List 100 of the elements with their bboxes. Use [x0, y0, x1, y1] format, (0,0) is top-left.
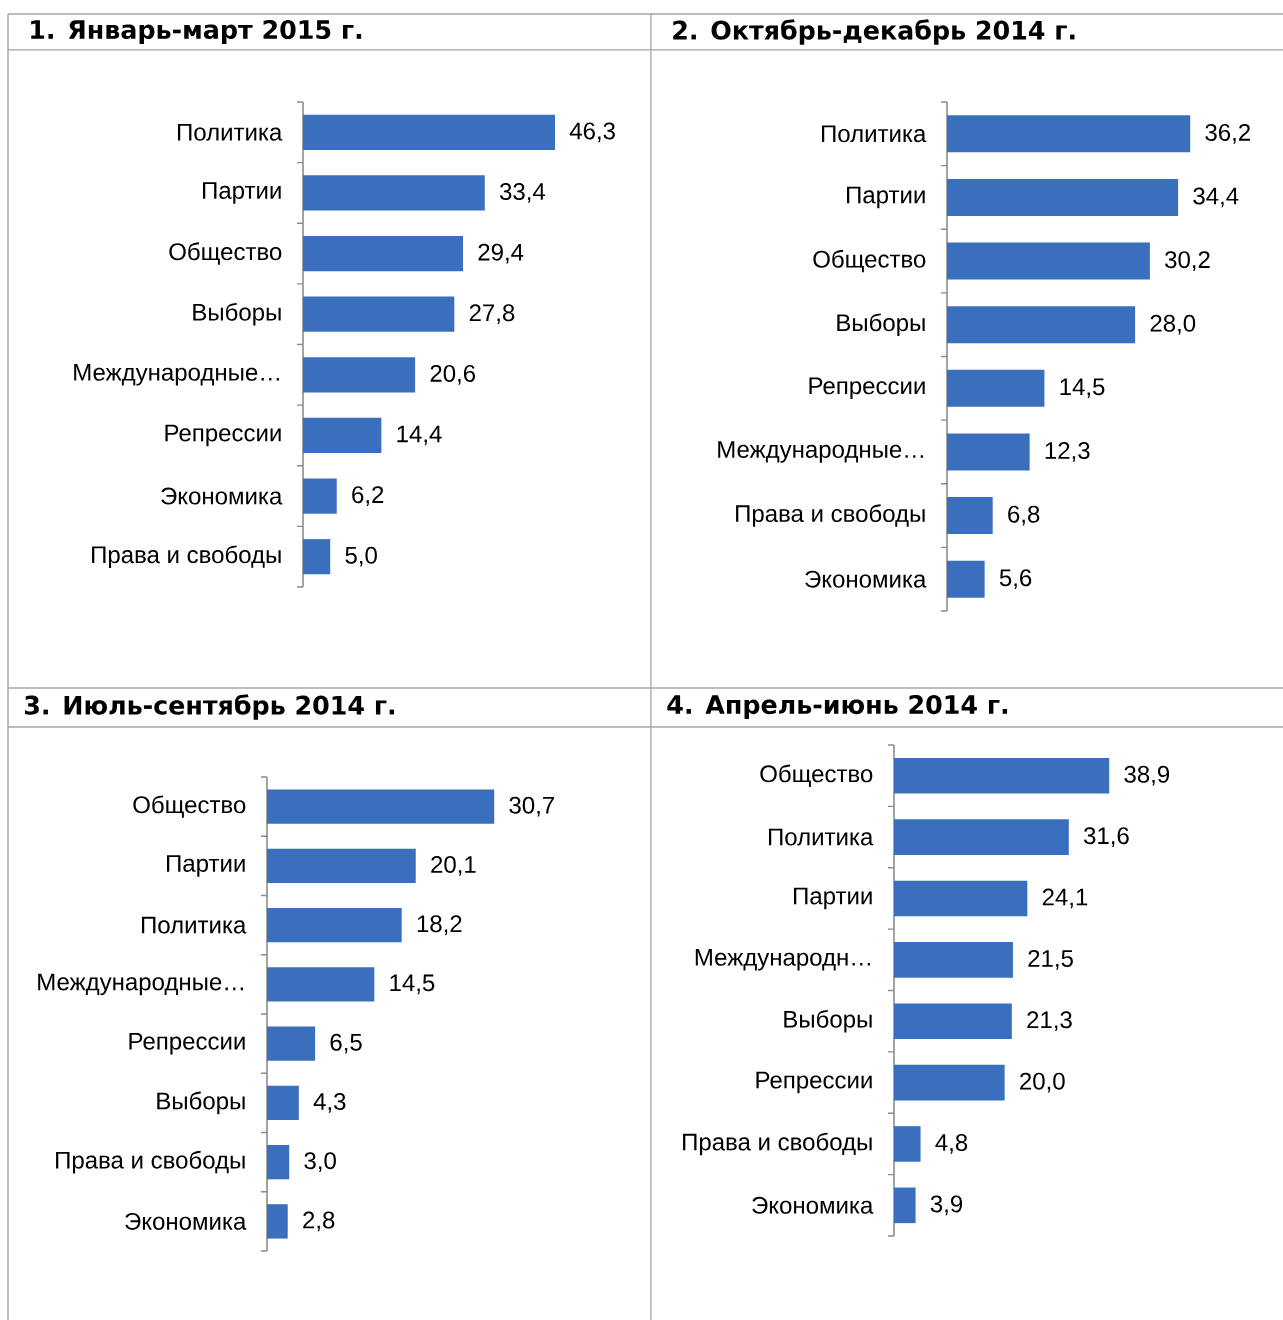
- bar: [947, 242, 1150, 280]
- data-label: 29,4: [478, 243, 524, 264]
- y-tick-label: Репрессии: [129, 1032, 245, 1055]
- bar: [303, 478, 337, 514]
- bar: [894, 819, 1069, 855]
- y-tick-label: Международные…: [718, 441, 924, 463]
- bar: [947, 560, 985, 598]
- bar: [303, 114, 555, 150]
- y-tick-label: Репрессии: [756, 1071, 872, 1094]
- data-label: 6,2: [352, 486, 384, 506]
- data-label: 14,4: [397, 425, 442, 446]
- bar: [267, 1085, 299, 1121]
- y-tick-label: Репрессии: [809, 377, 925, 400]
- data-label: 21,5: [1028, 949, 1073, 970]
- y-tick-label: Экономика: [125, 1212, 247, 1230]
- bar: [894, 942, 1013, 978]
- bar: [267, 848, 416, 884]
- data-label: 6,5: [330, 1033, 362, 1054]
- bar: [267, 789, 495, 824]
- y-tick-label: Экономика: [805, 570, 927, 588]
- data-label: 30,2: [1165, 251, 1210, 271]
- y-tick-label: Политика: [141, 916, 247, 934]
- data-label: 3,0: [304, 1152, 336, 1173]
- chart-title: 4. Апрель-июнь 2014 г.: [667, 694, 1008, 720]
- data-label: 38,9: [1124, 765, 1170, 786]
- y-tick-label: Выборы: [157, 1091, 245, 1115]
- bar: [267, 967, 375, 1002]
- y-tick-label: Политика: [768, 828, 874, 846]
- chart-title: 2. Октябрь-декабрь 2014 г.: [673, 19, 1075, 45]
- data-label: 20,6: [430, 364, 476, 385]
- y-tick-label: Экономика: [161, 487, 283, 505]
- bar: [267, 907, 402, 943]
- y-tick-label: Права и свободы: [736, 504, 925, 527]
- data-label: 28,0: [1150, 314, 1196, 335]
- y-tick-label: Партии: [847, 186, 925, 209]
- data-label: 33,4: [499, 183, 546, 203]
- y-tick-label: Международные…: [74, 364, 280, 386]
- y-tick-label: Права и свободы: [56, 1150, 245, 1174]
- data-label: 31,6: [1084, 827, 1129, 847]
- y-tick-label: Партии: [167, 855, 245, 877]
- data-label: 46,3: [569, 122, 615, 143]
- data-label: 36,2: [1205, 123, 1250, 144]
- data-label: 18,2: [417, 915, 462, 936]
- y-tick-label: Выборы: [784, 1009, 872, 1033]
- bar: [267, 1144, 290, 1180]
- data-label: 14,5: [390, 974, 435, 995]
- bar: [894, 757, 1110, 794]
- y-tick-label: Международн…: [695, 949, 871, 971]
- bar: [894, 1187, 916, 1224]
- y-tick-label: Партии: [203, 182, 281, 204]
- bar: [303, 235, 464, 272]
- y-tick-label: Права и свободы: [683, 1132, 872, 1156]
- y-tick-label: Экономика: [752, 1196, 874, 1214]
- bar: [947, 115, 1191, 153]
- y-tick-label: Права и свободы: [92, 545, 281, 568]
- data-label: 21,3: [1027, 1011, 1072, 1032]
- chart-title: 1. Январь-март 2015 г.: [31, 19, 362, 45]
- data-label: 24,1: [1042, 888, 1088, 909]
- y-tick-label: Международные…: [38, 973, 244, 996]
- bar: [267, 1204, 288, 1239]
- bar: [303, 417, 382, 454]
- bar: [894, 1003, 1012, 1040]
- bar: [303, 357, 416, 393]
- y-tick-label: Общество: [169, 242, 282, 265]
- bar: [947, 497, 993, 535]
- bar: [947, 433, 1030, 471]
- y-tick-label: Выборы: [837, 313, 925, 336]
- y-tick-label: Общество: [813, 249, 926, 273]
- data-label: 5,0: [345, 546, 377, 567]
- data-label: 14,5: [1060, 378, 1105, 399]
- bar: [303, 175, 485, 211]
- data-label: 2,8: [303, 1211, 335, 1232]
- data-label: 6,8: [1008, 505, 1040, 526]
- y-tick-label: Репрессии: [165, 424, 281, 447]
- data-label: 30,7: [509, 796, 554, 817]
- y-tick-label: Общество: [760, 764, 873, 787]
- data-label: 3,9: [930, 1195, 963, 1216]
- y-tick-label: Политика: [821, 125, 927, 143]
- data-label: 4,8: [935, 1134, 968, 1154]
- bar: [894, 880, 1028, 917]
- bar: [894, 1064, 1005, 1101]
- y-tick-label: Выборы: [193, 302, 281, 326]
- chart-title: 3. Июль-сентябрь 2014 г.: [24, 694, 395, 720]
- data-label: 34,4: [1193, 187, 1239, 208]
- data-label: 20,0: [1020, 1072, 1065, 1093]
- y-tick-label: Партии: [794, 887, 872, 910]
- bar: [894, 1126, 921, 1162]
- y-tick-label: Общество: [133, 795, 246, 818]
- bar: [947, 306, 1136, 344]
- y-tick-label: Политика: [177, 123, 283, 141]
- data-label: 20,1: [431, 855, 476, 876]
- bar: [267, 1026, 316, 1061]
- bar: [947, 179, 1179, 216]
- data-label: 12,3: [1045, 442, 1090, 462]
- bar: [947, 369, 1045, 407]
- bar: [303, 539, 331, 575]
- data-label: 5,6: [999, 569, 1032, 590]
- data-label: 27,8: [469, 304, 515, 325]
- data-label: 4,3: [313, 1092, 346, 1113]
- bar: [303, 296, 455, 332]
